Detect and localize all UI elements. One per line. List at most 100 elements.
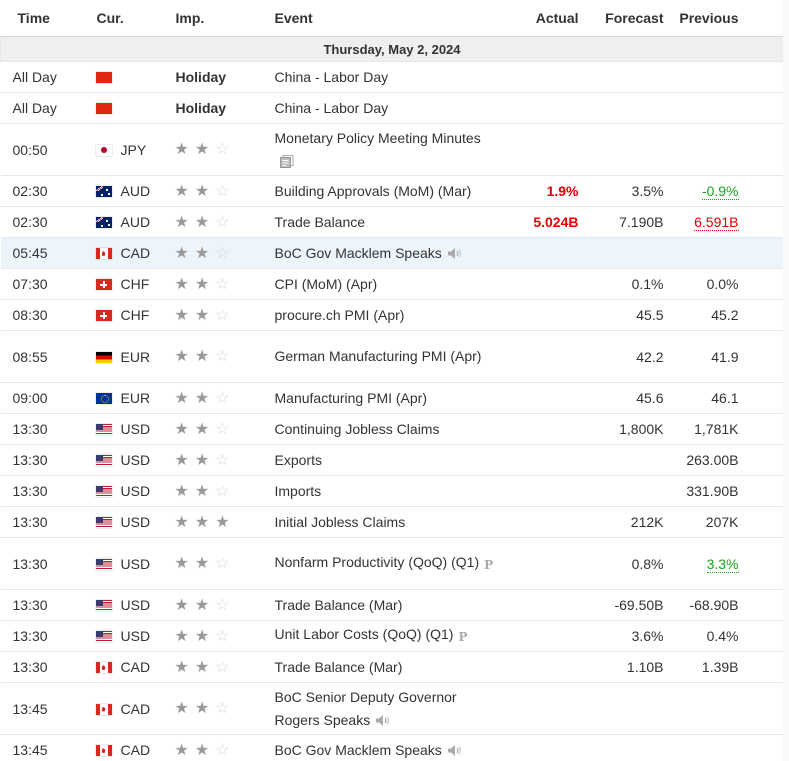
- event-name[interactable]: Initial Jobless Claims: [274, 513, 406, 530]
- row-event[interactable]: Unit Labor Costs (QoQ) (Q1) P: [273, 620, 502, 652]
- event-name[interactable]: Trade Balance: [274, 213, 366, 230]
- event-name[interactable]: CPI (MoM) (Apr): [274, 275, 378, 292]
- table-row[interactable]: All Day Holiday China - Labor Day: [0, 61, 784, 93]
- table-row[interactable]: 05:45 CAD ★ ★ ☆ BoC Gov Macklem Speaks: [0, 237, 784, 269]
- row-event[interactable]: BoC Gov Macklem Speaks: [273, 237, 502, 269]
- table-row[interactable]: 13:30 USD ★ ★ ☆ Trade Balance (Mar) -69.50B -68…: [0, 589, 784, 621]
- star-icon: ★: [174, 451, 189, 469]
- header-previous[interactable]: Previous: [669, 0, 784, 37]
- table-row[interactable]: 08:55 EUR ★ ★ ☆ German Manufacturing PMI (Apr…: [0, 330, 784, 383]
- header-forecast[interactable]: Forecast: [584, 0, 670, 37]
- row-previous: 46.1: [669, 382, 784, 414]
- table-row[interactable]: 02:30 AUD ★ ★ ☆ Trade Balance 5.024B 7.190B 6.59…: [0, 206, 784, 238]
- event-name[interactable]: Monetary Policy Meeting Minutes: [274, 129, 481, 146]
- preliminary-icon: P: [458, 630, 468, 644]
- row-previous: 1,781K: [669, 413, 784, 445]
- scrollbar-track[interactable]: [783, 0, 789, 761]
- row-event[interactable]: Continuing Jobless Claims: [273, 413, 502, 445]
- row-event[interactable]: Trade Balance (Mar): [273, 589, 502, 621]
- table-row[interactable]: 13:30 USD ★ ★ ☆ Continuing Jobless Claims 1,80…: [0, 413, 784, 445]
- table-row[interactable]: 02:30 AUD ★ ★ ☆ Building Approvals (MoM) (Mar…: [0, 175, 784, 207]
- row-event[interactable]: Monetary Policy Meeting Minutes: [273, 123, 502, 176]
- table-row[interactable]: 13:30 USD ★ ★ ☆ Unit Labor Costs (QoQ) (Q1) P 3…: [0, 620, 784, 652]
- header-time[interactable]: Time: [0, 0, 89, 37]
- row-event[interactable]: Nonfarm Productivity (QoQ) (Q1) P: [273, 537, 502, 590]
- speaker-icon: [447, 247, 463, 260]
- row-importance: ★ ★ ☆: [166, 237, 274, 269]
- row-actual: [501, 299, 585, 331]
- table-row[interactable]: 13:30 USD ★ ★ ☆ Nonfarm Productivity (QoQ) (Q…: [0, 537, 784, 590]
- previous-value[interactable]: 3.3%: [706, 555, 739, 573]
- flag-eu-icon: [95, 393, 112, 404]
- row-event[interactable]: BoC Senior Deputy Governor Rogers Speaks: [273, 682, 502, 735]
- event-name[interactable]: Trade Balance (Mar): [274, 596, 403, 613]
- table-row[interactable]: 13:30 USD ★ ★ ★ Initial Jobless Claims 212K 207…: [0, 506, 784, 538]
- flag-us-icon: [95, 600, 112, 611]
- event-name[interactable]: Exports: [274, 451, 322, 468]
- event-name[interactable]: procure.ch PMI (Apr): [274, 306, 405, 323]
- header-actual[interactable]: Actual: [501, 0, 585, 37]
- row-event[interactable]: Trade Balance (Mar): [273, 651, 502, 683]
- row-importance: ★ ★ ☆: [166, 175, 274, 207]
- header-event[interactable]: Event: [273, 0, 502, 37]
- row-event[interactable]: German Manufacturing PMI (Apr): [273, 330, 502, 383]
- row-currency: [88, 92, 167, 124]
- row-time: 08:55: [0, 330, 89, 383]
- event-name[interactable]: Building Approvals (MoM) (Mar): [274, 182, 472, 199]
- row-forecast: 1,800K: [584, 413, 670, 445]
- event-name[interactable]: Imports: [274, 482, 322, 499]
- previous-value: 0.0%: [706, 276, 739, 292]
- star-icon: ★: [194, 420, 210, 438]
- row-previous: -68.90B: [669, 589, 784, 621]
- star-icon: ★: [194, 275, 210, 293]
- holiday-label: Holiday: [175, 100, 227, 116]
- row-currency: CAD: [88, 734, 167, 761]
- row-importance: ★ ★ ☆: [166, 268, 274, 300]
- event-name[interactable]: Nonfarm Productivity (QoQ) (Q1): [274, 553, 480, 570]
- previous-value[interactable]: -0.9%: [701, 183, 739, 200]
- currency-code: AUD: [120, 183, 151, 199]
- table-row[interactable]: 13:30 USD ★ ★ ☆ Exports 263.00B: [0, 444, 784, 476]
- event-name[interactable]: BoC Senior Deputy Governor Rogers Speaks: [274, 688, 457, 728]
- forecast-value: 0.1%: [631, 276, 664, 292]
- table-row[interactable]: 07:30 CHF ★ ★ ☆ CPI (MoM) (Apr) 0.1% 0.0%: [0, 268, 784, 300]
- row-event[interactable]: China - Labor Day: [273, 92, 502, 124]
- table-row[interactable]: 13:30 CAD ★ ★ ☆ Trade Balance (Mar) 1.10B 1.39B: [0, 651, 784, 683]
- event-name[interactable]: Continuing Jobless Claims: [274, 420, 440, 437]
- row-event[interactable]: CPI (MoM) (Apr): [273, 268, 502, 300]
- event-name[interactable]: Trade Balance (Mar): [274, 658, 403, 675]
- previous-value: 1.39B: [701, 659, 739, 675]
- row-event[interactable]: Building Approvals (MoM) (Mar): [273, 175, 502, 207]
- table-row[interactable]: 09:00 EUR ★ ★ ☆ Manufacturing PMI (Apr) 45.6 46…: [0, 382, 784, 414]
- event-name[interactable]: Manufacturing PMI (Apr): [274, 389, 428, 406]
- row-event[interactable]: Trade Balance: [273, 206, 502, 238]
- row-event[interactable]: Exports: [273, 444, 502, 476]
- table-row[interactable]: 13:45 CAD ★ ★ ☆ BoC Gov Macklem Speaks: [0, 734, 784, 761]
- row-event[interactable]: Imports: [273, 475, 502, 507]
- event-name[interactable]: China - Labor Day: [274, 99, 389, 116]
- row-actual: [501, 413, 585, 445]
- table-row[interactable]: All Day Holiday China - Labor Day: [0, 92, 784, 124]
- flag-au-icon: [95, 186, 112, 197]
- row-event[interactable]: China - Labor Day: [273, 61, 502, 93]
- row-event[interactable]: procure.ch PMI (Apr): [273, 299, 502, 331]
- event-name[interactable]: Unit Labor Costs (QoQ) (Q1): [274, 626, 454, 642]
- table-row[interactable]: 00:50 JPY ★ ★ ☆ Monetary Policy Meeting Minut…: [0, 123, 784, 176]
- event-name[interactable]: BoC Gov Macklem Speaks: [274, 244, 442, 261]
- row-event[interactable]: Initial Jobless Claims: [273, 506, 502, 538]
- row-event[interactable]: Manufacturing PMI (Apr): [273, 382, 502, 414]
- star-icon: ★: [174, 275, 189, 293]
- row-previous: 0.0%: [669, 268, 784, 300]
- row-event[interactable]: BoC Gov Macklem Speaks: [273, 734, 502, 761]
- table-row[interactable]: 08:30 CHF ★ ★ ☆ procure.ch PMI (Apr) 45.5 45.2: [0, 299, 784, 331]
- header-currency[interactable]: Cur.: [88, 0, 167, 37]
- table-row[interactable]: 13:30 USD ★ ★ ☆ Imports 331.90B: [0, 475, 784, 507]
- event-name[interactable]: German Manufacturing PMI (Apr): [274, 348, 482, 364]
- previous-value: 46.1: [711, 390, 739, 406]
- star-icon: ★: [194, 213, 210, 231]
- event-name[interactable]: China - Labor Day: [274, 68, 389, 85]
- table-row[interactable]: 13:45 CAD ★ ★ ☆ BoC Senior Deputy Governor Ro…: [0, 682, 784, 735]
- event-name[interactable]: BoC Gov Macklem Speaks: [274, 741, 442, 758]
- header-importance[interactable]: Imp.: [166, 0, 274, 37]
- previous-value[interactable]: 6.591B: [694, 214, 739, 231]
